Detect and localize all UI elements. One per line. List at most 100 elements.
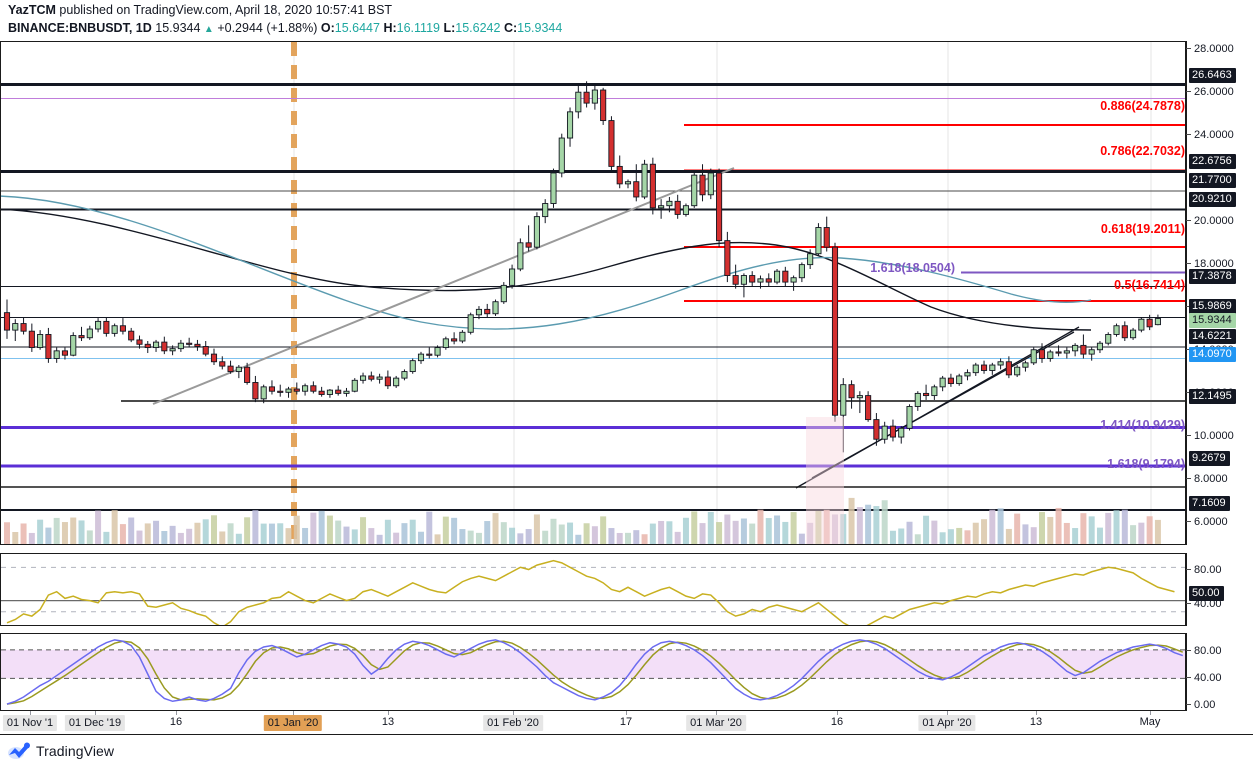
rsi-axis[interactable]: 80.00 40.00 50.00: [1186, 553, 1253, 626]
tick-dash-icon: [1186, 520, 1191, 522]
axis-tick-label: 80.00: [1194, 645, 1222, 657]
price-badge[interactable]: 22.6756: [1189, 154, 1236, 169]
time-axis-label[interactable]: 01 Dec '19: [64, 715, 126, 731]
axis-tick: 0.00: [1186, 699, 1215, 711]
high-label: H:: [383, 21, 397, 35]
axis-tick-label: 80.00: [1194, 564, 1222, 576]
time-tick: [626, 711, 627, 715]
fib-level-label[interactable]: 0.5(16.7414): [1114, 278, 1185, 292]
price-badge[interactable]: 15.9344: [1189, 313, 1236, 328]
tradingview-wordmark: TradingView: [36, 743, 115, 759]
tick-dash-icon: [1186, 703, 1191, 705]
stochastic-pane[interactable]: [0, 633, 1186, 711]
price-badge[interactable]: 12.1495: [1189, 389, 1236, 404]
high-value: 16.1119: [396, 21, 440, 35]
time-tick: [30, 711, 31, 715]
rsi-pane[interactable]: [0, 553, 1186, 626]
axis-tick-label: 26.0000: [1194, 86, 1234, 98]
change-up-arrow-icon: ▲: [203, 24, 214, 35]
fib-level-label[interactable]: 0.886(24.7878): [1100, 99, 1185, 113]
time-axis-label[interactable]: 01 Nov '1: [2, 715, 58, 731]
tick-dash-icon: [1186, 676, 1191, 678]
time-axis-label[interactable]: 01 Apr '20: [918, 715, 976, 731]
axis-tick-label: 28.0000: [1194, 43, 1234, 55]
time-axis-label[interactable]: May: [1139, 716, 1161, 728]
axis-tick-label: 8.0000: [1194, 473, 1228, 485]
price-badge[interactable]: 7.1609: [1189, 496, 1230, 511]
price-badge[interactable]: 14.0970: [1189, 347, 1236, 362]
price-badge[interactable]: 26.6463: [1189, 68, 1236, 83]
axis-tick: 20.0000: [1186, 215, 1234, 227]
time-tick: [1036, 711, 1037, 715]
price-badge[interactable]: 9.2679: [1189, 451, 1230, 466]
time-tick: [837, 711, 838, 715]
time-axis-label[interactable]: 17: [619, 716, 633, 728]
tick-dash-icon: [1186, 649, 1191, 651]
price-badge[interactable]: 14.6221: [1189, 329, 1236, 344]
axis-tick: 80.00: [1186, 564, 1222, 576]
axis-tick-label: 24.0000: [1194, 129, 1234, 141]
price-badge[interactable]: 17.3878: [1189, 269, 1236, 284]
axis-tick-label: 40.00: [1194, 672, 1222, 684]
open-label: O:: [320, 21, 335, 35]
price-badge[interactable]: 50.00: [1189, 586, 1224, 601]
tradingview-branding[interactable]: TradingView: [8, 742, 114, 760]
price-axis[interactable]: 28.000026.000024.000020.000018.000016.00…: [1186, 41, 1253, 545]
last-price: 15.9344: [155, 21, 201, 35]
price-badge[interactable]: 15.9869: [1189, 299, 1236, 314]
axis-tick: 8.0000: [1186, 473, 1228, 485]
author-name: YazTCM: [8, 3, 56, 17]
axis-tick-label: 6.0000: [1194, 516, 1228, 528]
tick-dash-icon: [1186, 133, 1191, 135]
time-axis-label[interactable]: 13: [1029, 716, 1043, 728]
symbol-line: BINANCE:BNBUSDT, 1D 15.9344 ▲ +0.2944 (+…: [8, 21, 562, 35]
fib-level-label[interactable]: 0.786(22.7032): [1100, 144, 1185, 158]
tick-dash-icon: [1186, 391, 1191, 393]
time-axis[interactable]: 01 Nov '1 01 Dec '19 16 01 Jan '20 13 01 Feb …: [0, 711, 1253, 735]
axis-tick-label: 10.0000: [1194, 430, 1234, 442]
tradingview-logo-icon: [8, 742, 30, 759]
axis-tick: 18.0000: [1186, 258, 1234, 270]
time-tick: [95, 711, 96, 715]
publish-line: YazTCM published on TradingView.com, Apr…: [8, 3, 392, 17]
stochastic-axis[interactable]: 80.00 40.00 0.00: [1186, 633, 1253, 711]
tick-dash-icon: [1186, 602, 1191, 604]
axis-tick: 40.00: [1186, 598, 1222, 610]
fib-level-label[interactable]: 0.618(19.2011): [1100, 222, 1185, 236]
fib-level-label[interactable]: 1.618(18.0504): [870, 261, 955, 275]
tick-dash-icon: [1186, 305, 1191, 307]
time-axis-label[interactable]: 16: [830, 716, 844, 728]
price-badge[interactable]: 20.9210: [1189, 192, 1236, 207]
tick-dash-icon: [1186, 47, 1191, 49]
change-value: +0.2944 (+1.88%): [217, 21, 318, 35]
time-axis-label[interactable]: 13: [381, 716, 395, 728]
time-tick: [947, 711, 948, 715]
axis-tick-label: 20.0000: [1194, 215, 1234, 227]
tick-dash-icon: [1186, 262, 1191, 264]
fib-level-label[interactable]: 1.618(9.1794): [1107, 457, 1185, 471]
tick-dash-icon: [1186, 477, 1191, 479]
axis-tick: 6.0000: [1186, 516, 1228, 528]
tick-dash-icon: [1186, 434, 1191, 436]
axis-tick: 40.00: [1186, 672, 1222, 684]
axis-tick-label: 40.00: [1194, 598, 1222, 610]
time-tick: [388, 711, 389, 715]
symbol-label[interactable]: BINANCE:BNBUSDT, 1D: [8, 21, 152, 35]
price-badge[interactable]: 21.7700: [1189, 173, 1236, 188]
axis-tick: 10.0000: [1186, 430, 1234, 442]
time-tick: [1150, 711, 1151, 715]
price-axis-divider: [1186, 41, 1187, 545]
stoch-axis-divider: [1186, 633, 1187, 711]
low-label: L:: [443, 21, 456, 35]
fib-level-label[interactable]: 1.414(10.9429): [1100, 418, 1185, 432]
price-pane[interactable]: [0, 41, 1186, 545]
tick-dash-icon: [1186, 348, 1191, 350]
time-axis-label[interactable]: 01 Feb '20: [483, 715, 543, 731]
axis-tick-label: 18.0000: [1194, 258, 1234, 270]
time-axis-label[interactable]: 16: [169, 716, 183, 728]
time-axis-label[interactable]: 01 Mar '20: [686, 715, 746, 731]
time-tick: [176, 711, 177, 715]
axis-tick: 28.0000: [1186, 43, 1234, 55]
close-value: 15.9344: [517, 21, 563, 35]
time-axis-label[interactable]: 01 Jan '20: [263, 715, 323, 731]
